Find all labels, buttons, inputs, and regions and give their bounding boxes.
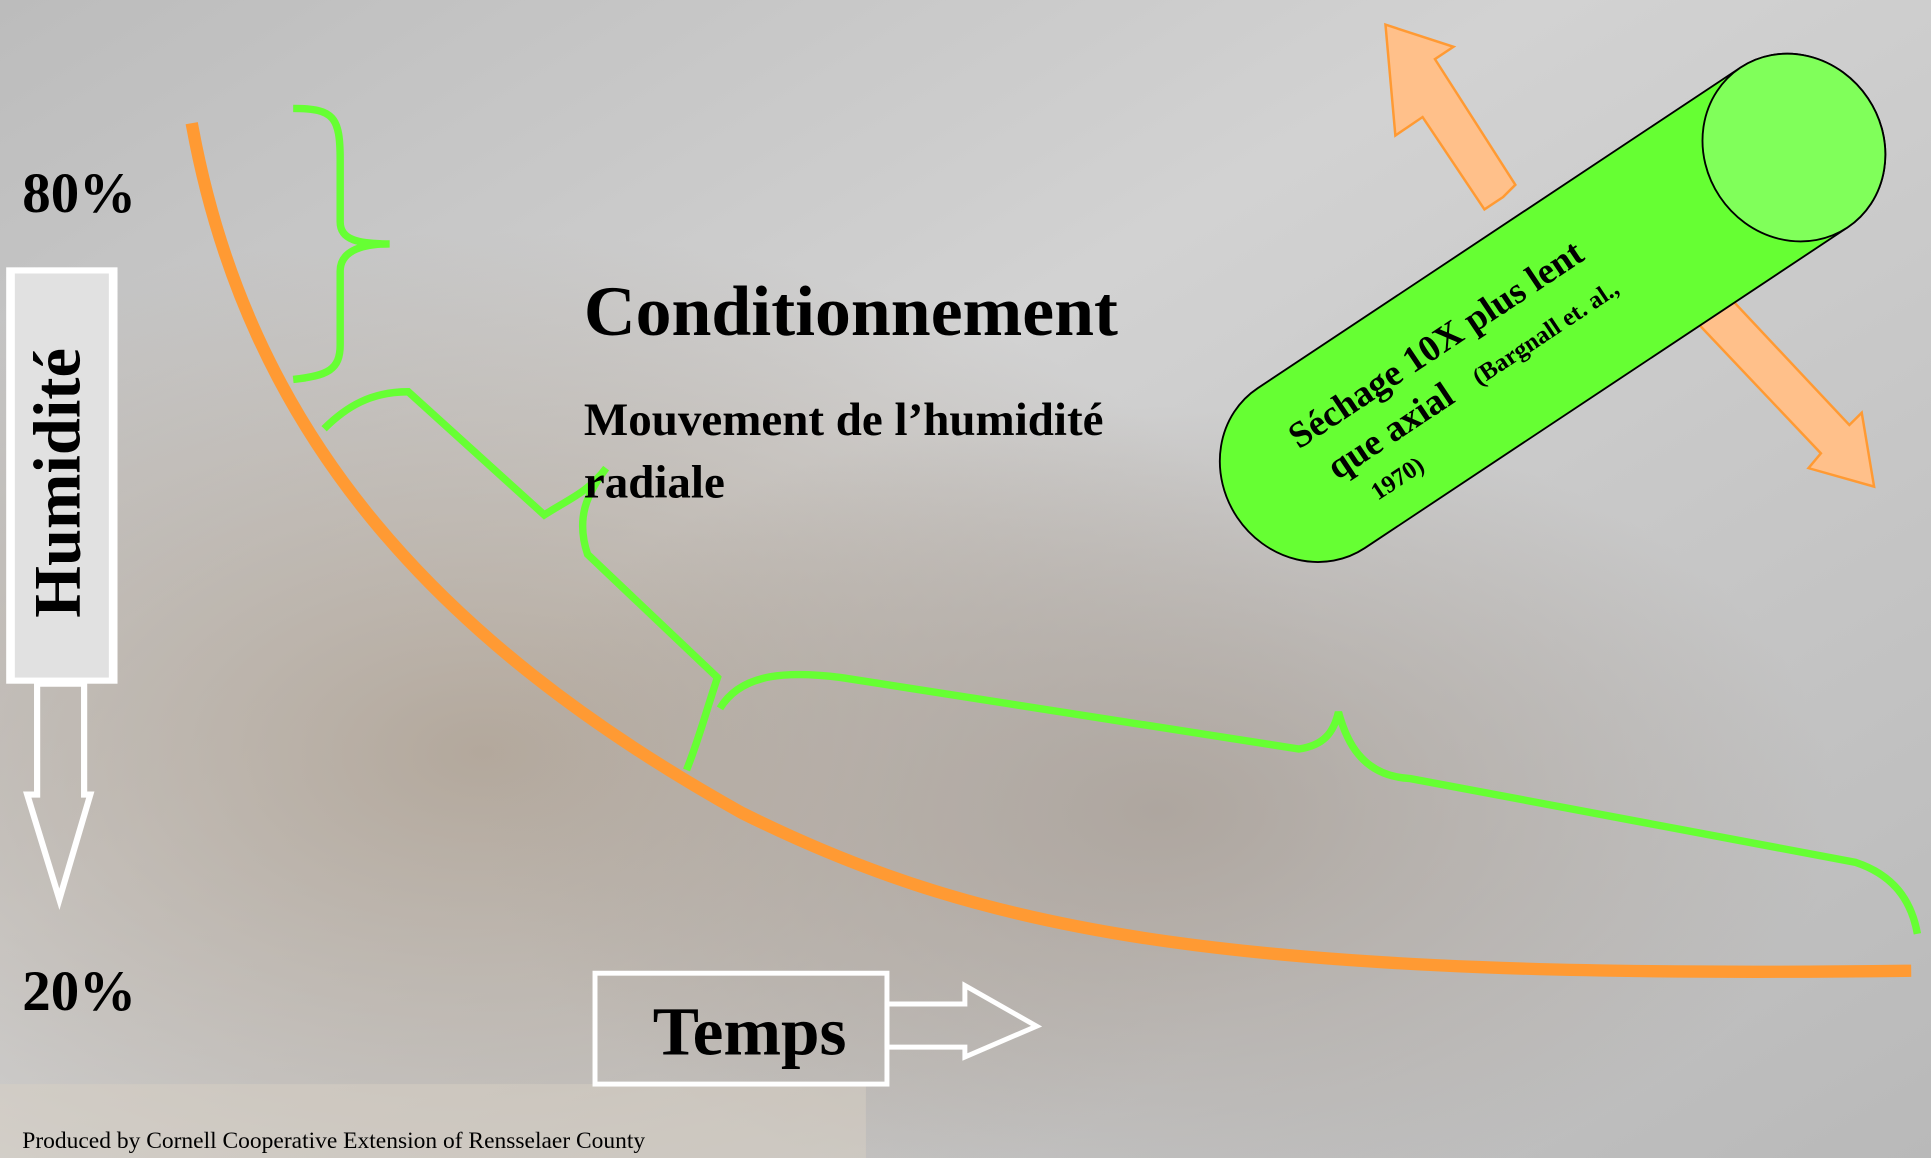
x-axis-label: Temps	[592, 970, 1043, 1087]
braces	[292, 104, 1922, 935]
expansion-arrow	[1384, 22, 1517, 212]
expansion-arrow	[1695, 291, 1876, 489]
label-box	[6, 267, 118, 684]
y-axis-label: Humidité	[6, 267, 118, 911]
x-axis-text: Temps	[653, 993, 847, 1070]
footer: Produced by Cornell Cooperative Extensio…	[22, 1128, 645, 1154]
bottom-label: 20%	[22, 960, 136, 1023]
subtitle: Mouvement de l’humidité	[584, 394, 1104, 446]
top-label: 80%	[22, 162, 136, 225]
down-arrow	[23, 680, 95, 911]
subtitle: radiale	[584, 457, 725, 509]
drying-curve	[185, 122, 1912, 978]
y-axis-text: Humidité	[22, 348, 95, 618]
label-box-inner	[14, 273, 109, 678]
background-blur	[0, 1084, 866, 1158]
cylinder-end	[1701, 52, 1887, 243]
cylinder: Séchage 10X plus lent que axial (Bargnal…	[1218, 52, 1887, 563]
title: Conditionnement	[584, 272, 1118, 351]
right-arrow	[884, 981, 1043, 1061]
